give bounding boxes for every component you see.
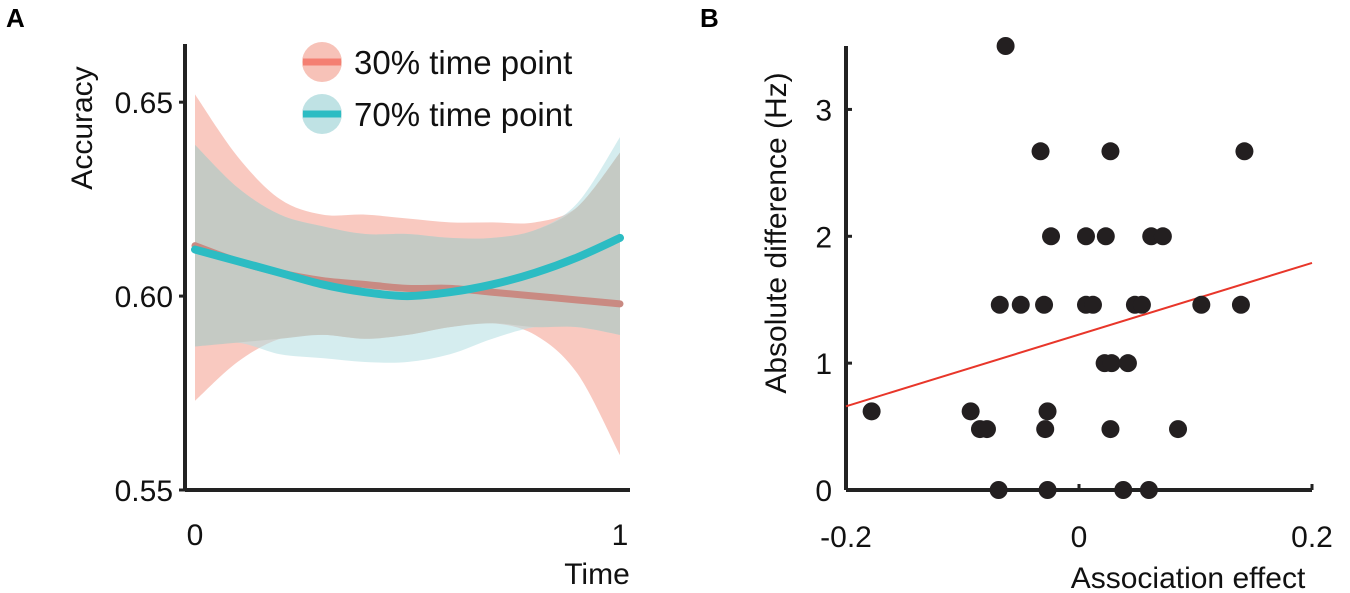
b-x-axis-title: Association effect (1071, 562, 1306, 593)
panel-label-b: B (700, 3, 719, 33)
b-data-point (1139, 481, 1158, 499)
panel-label-a: A (6, 3, 25, 33)
b-data-point (1038, 402, 1057, 421)
panel-a-chart: 0.55 0.60 0.65 0 1 Accuracy Time 30% time po… (66, 42, 630, 591)
a-series-line-70 (191, 233, 624, 301)
b-data-point (1031, 142, 1050, 161)
legend-label-70: 70% time point (354, 96, 572, 133)
b-data-point (1102, 354, 1121, 373)
b-data-point (961, 402, 980, 421)
b-data-point (1101, 420, 1120, 439)
b-y-tick-label: 2 (815, 221, 832, 254)
b-data-point (1083, 295, 1102, 314)
b-data-point (1169, 420, 1188, 439)
b-data-point (1118, 354, 1137, 373)
a-x-axis-title: Time (564, 558, 630, 591)
b-data-point (1153, 227, 1172, 246)
b-data-point (1132, 295, 1151, 314)
b-x-tick-label: -0.2 (820, 521, 872, 554)
b-data-point (1101, 142, 1120, 161)
a-y-tick-label: 0.60 (115, 281, 173, 314)
a-y-axis-title: Accuracy (66, 66, 99, 189)
b-data-point (989, 481, 1008, 499)
a-y-tick-label: 0.65 (115, 87, 173, 120)
b-y-axis-title: Absolute difference (Hz) (760, 72, 793, 393)
b-data-point (1096, 227, 1115, 246)
b-data-point (1192, 295, 1211, 314)
b-y-tick-label: 1 (815, 348, 832, 381)
b-y-tick-label: 0 (815, 475, 832, 508)
a-legend: 30% time point 70% time point (302, 42, 572, 134)
panel-b-chart: 0 1 2 3 -0.2 0 0.2 Absolute difference (Hz) As… (760, 37, 1333, 593)
b-data-point (1235, 142, 1254, 161)
b-data-point (1042, 227, 1061, 246)
a-x-tick-label: 1 (612, 519, 629, 552)
b-data-point (1076, 227, 1095, 246)
b-x-tick-label: 0 (1071, 521, 1088, 554)
a-y-tick-label: 0.55 (115, 475, 173, 508)
b-data-point (862, 402, 881, 421)
b-data-point (1038, 481, 1057, 499)
b-regression-line (845, 261, 1313, 408)
a-x-tick-label: 0 (187, 519, 204, 552)
legend-label-30: 30% time point (354, 44, 572, 81)
b-data-point (1114, 481, 1133, 499)
b-x-tick-label: 0.2 (1291, 521, 1333, 554)
a-ci-overlap (195, 144, 620, 347)
b-data-point (1036, 420, 1055, 439)
b-data-point (977, 420, 996, 439)
b-data-point (1011, 295, 1030, 314)
b-data-point (990, 295, 1009, 314)
b-data-point (1035, 295, 1054, 314)
b-data-point (1231, 295, 1250, 314)
b-y-tick-label: 3 (815, 94, 832, 127)
b-data-point (996, 37, 1015, 55)
